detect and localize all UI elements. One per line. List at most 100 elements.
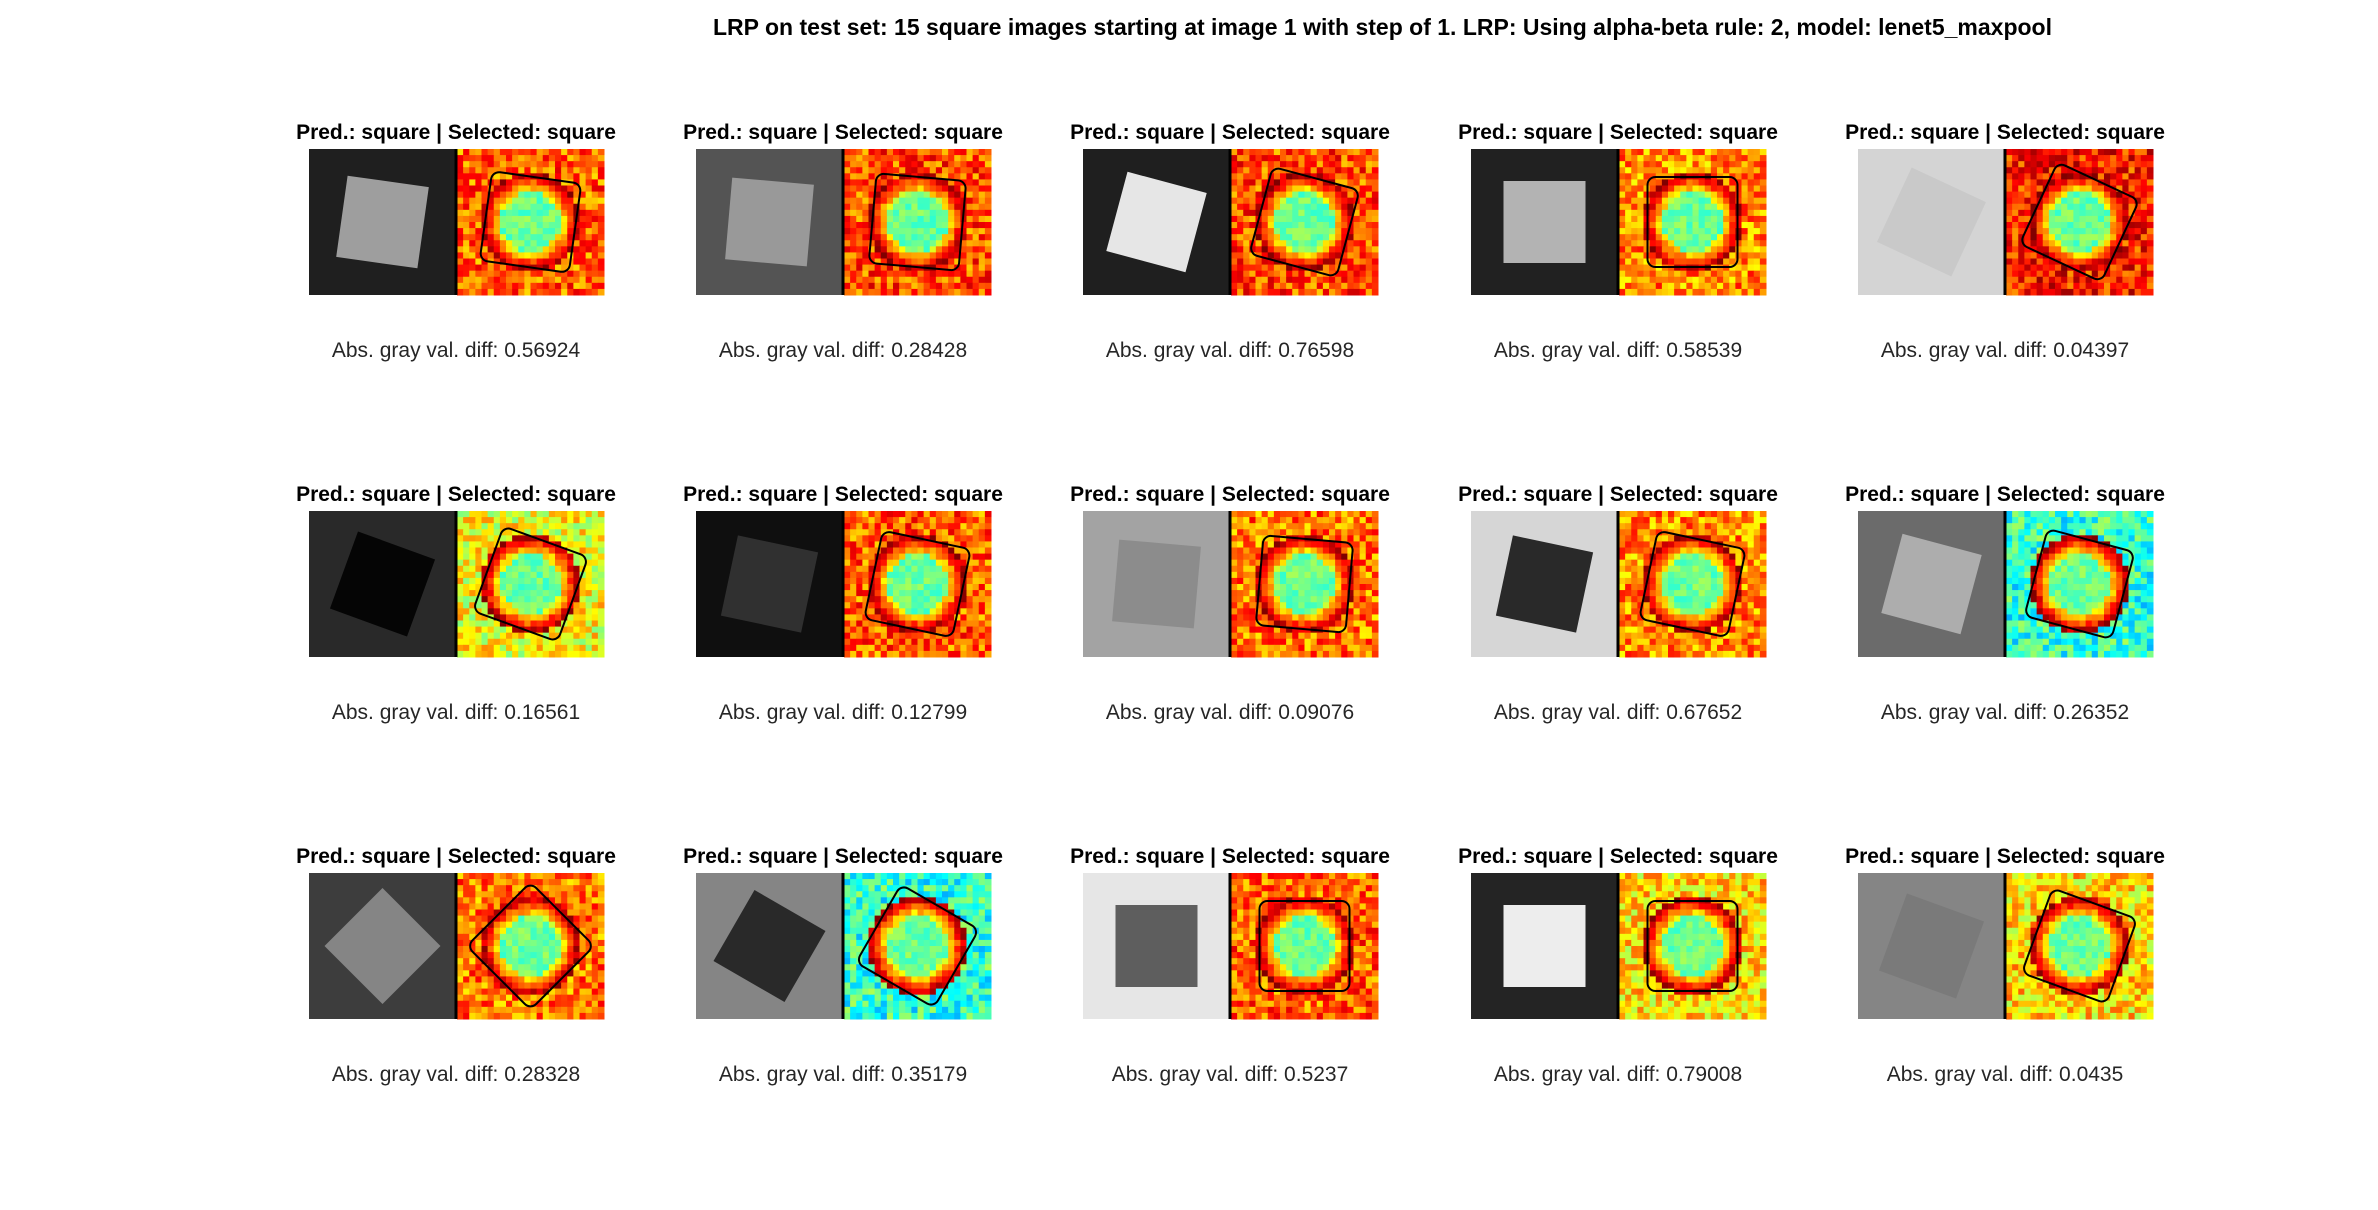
heatmap-cell	[1329, 523, 1336, 530]
heatmap-cell	[905, 541, 912, 548]
heatmap-cell	[935, 149, 943, 156]
heatmap-cell	[567, 234, 574, 241]
heatmap-cell	[929, 517, 937, 524]
heatmap-cell	[844, 602, 851, 609]
heatmap-cell	[1637, 173, 1644, 180]
heatmap-cell	[1255, 571, 1263, 579]
heatmap-cell	[942, 149, 949, 156]
heatmap-cell	[530, 149, 538, 156]
heatmap-cell	[2097, 282, 2105, 290]
heatmap-cell	[530, 596, 538, 603]
heatmap-cell	[536, 246, 544, 253]
panel-caption: Abs. gray val. diff: 0.58539	[1494, 339, 1742, 362]
heatmap-cell	[2116, 228, 2123, 235]
heatmap-cell	[1231, 620, 1238, 628]
heatmap-cell	[2134, 222, 2142, 229]
heatmap-cell	[972, 626, 980, 634]
heatmap-cell	[850, 264, 857, 272]
heatmap-cell	[1686, 203, 1693, 211]
heatmap-cell	[1249, 632, 1256, 640]
heatmap-cell	[591, 644, 599, 652]
heatmap-cell	[2055, 215, 2062, 223]
heatmap-cell	[2146, 234, 2154, 241]
heatmap-cell	[475, 614, 482, 621]
heatmap-cell	[1637, 222, 1644, 229]
heatmap-cell	[2079, 161, 2087, 168]
heatmap-cell	[905, 608, 912, 615]
heatmap-cell	[1631, 282, 1638, 290]
heatmap-cell	[1365, 517, 1373, 524]
heatmap-cell	[1304, 276, 1312, 284]
heatmap-cell	[1353, 577, 1361, 585]
heatmap-cell	[561, 179, 568, 186]
heatmap-cell	[2110, 191, 2117, 199]
heatmap-cell	[893, 535, 900, 542]
heatmap-cell	[1365, 203, 1373, 211]
heatmap-cell	[487, 571, 495, 579]
heatmap-cell	[984, 535, 992, 542]
heatmap-cell	[579, 529, 587, 536]
heatmap-cell	[1261, 179, 1269, 186]
heatmap-cell	[585, 644, 593, 652]
heatmap-cell	[2128, 258, 2136, 266]
heatmap-cell	[1255, 185, 1263, 193]
heatmap-cell	[493, 614, 501, 621]
heatmap-cell	[2097, 264, 2105, 272]
heatmap-cell	[880, 222, 888, 229]
heatmap-cell	[1655, 203, 1663, 211]
heatmap-cell	[518, 203, 525, 211]
heatmap-cell	[1643, 511, 1651, 518]
heatmap-cell	[597, 590, 605, 597]
heatmap-cell	[1735, 288, 1742, 296]
heatmap-cell	[481, 523, 489, 530]
heatmap-cell	[886, 252, 894, 259]
heatmap-cell	[978, 276, 986, 284]
heatmap-cell	[874, 602, 882, 609]
heatmap-cell	[954, 571, 961, 579]
panel-title: Pred.: square | Selected: square	[1458, 483, 1778, 506]
heatmap-cell	[905, 602, 912, 609]
heatmap-cell	[493, 264, 501, 272]
heatmap-cell	[542, 282, 550, 290]
heatmap-cell	[862, 602, 869, 609]
heatmap-cell	[868, 632, 876, 640]
heatmap-cell	[1674, 541, 1681, 548]
heatmap-cell	[1717, 222, 1724, 229]
heatmap-cell	[2079, 197, 2087, 205]
heatmap-cell	[929, 191, 937, 199]
heatmap-cell	[929, 149, 937, 156]
heatmap-cell	[499, 228, 507, 235]
heatmap-cell	[1292, 173, 1299, 180]
heatmap-cell	[923, 209, 931, 217]
heatmap-cell	[1741, 203, 1749, 211]
heatmap-cell	[905, 523, 912, 530]
heatmap-cell	[2128, 264, 2136, 272]
heatmap-cell	[1341, 547, 1348, 555]
heatmap-cell	[585, 638, 593, 646]
heatmap-cell	[1698, 571, 1706, 579]
heatmap-cell	[923, 234, 931, 241]
heatmap-cell	[1655, 584, 1663, 591]
heatmap-cell	[1753, 584, 1761, 591]
heatmap-cell	[536, 276, 544, 284]
heatmap-cell	[2110, 215, 2117, 223]
heatmap-cell	[481, 541, 489, 548]
heatmap-cell	[850, 596, 857, 603]
heatmap-cell	[1729, 276, 1736, 284]
heatmap-cell	[1680, 252, 1687, 259]
heatmap-cell	[530, 584, 538, 591]
heatmap-cell	[1341, 282, 1348, 290]
heatmap-cell	[2048, 149, 2056, 156]
heatmap-cell	[978, 632, 986, 640]
heatmap-cell	[929, 511, 937, 518]
heatmap-cell	[856, 246, 863, 253]
heatmap-cell	[1747, 185, 1755, 193]
heatmap-cell	[463, 197, 470, 205]
heatmap-cell	[487, 222, 495, 229]
heatmap-cell	[567, 596, 574, 603]
heatmap-cell	[1335, 529, 1342, 536]
heatmap-cell	[1655, 571, 1663, 579]
heatmap-cell	[1341, 565, 1348, 573]
heatmap-cell	[1249, 571, 1256, 579]
heatmap-cell	[1335, 282, 1342, 290]
